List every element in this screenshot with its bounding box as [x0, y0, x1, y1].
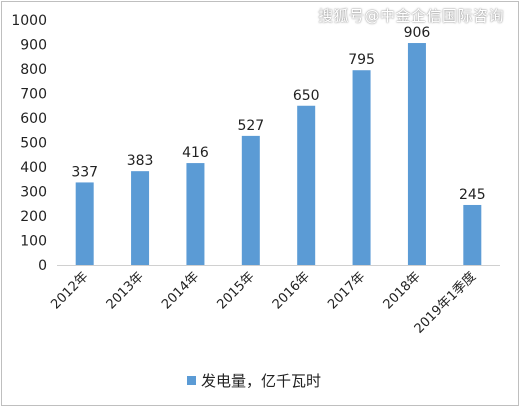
y-tick-label: 900: [20, 38, 47, 54]
x-tick-label: 2012年: [48, 269, 91, 312]
data-label: 527: [237, 118, 264, 134]
x-tick-label: 2016年: [270, 269, 313, 312]
x-tick-label: 2013年: [104, 269, 147, 312]
data-label: 906: [404, 25, 431, 41]
x-tick-label: 2017年: [325, 269, 368, 312]
x-tick-label: 2015年: [214, 269, 257, 312]
data-label: 795: [348, 52, 375, 68]
y-tick-label: 1000: [11, 13, 47, 29]
bar: [352, 70, 371, 265]
y-tick-label: 100: [20, 234, 47, 250]
data-label: 416: [182, 145, 209, 161]
y-tick-label: 400: [20, 160, 47, 176]
data-label: 650: [293, 88, 320, 104]
data-label: 337: [71, 164, 98, 180]
y-tick-label: 300: [20, 185, 47, 201]
bar: [131, 171, 150, 265]
data-label: 245: [459, 187, 486, 203]
bar: [75, 182, 94, 265]
bar: [186, 163, 205, 265]
y-tick-label: 800: [20, 62, 47, 78]
watermark-text: 搜狐号@中金企信国际咨询: [318, 7, 505, 25]
bar: [407, 43, 426, 265]
y-tick-label: 700: [20, 87, 47, 103]
y-tick-label: 500: [20, 136, 47, 152]
x-tick-label: 2018年: [381, 269, 424, 312]
y-tick-label: 200: [20, 209, 47, 225]
x-tick-label: 2014年: [159, 269, 202, 312]
legend-swatch: [187, 376, 196, 385]
bar: [463, 204, 482, 265]
bar: [241, 135, 260, 265]
y-tick-label: 600: [20, 111, 47, 127]
data-label: 383: [127, 153, 154, 169]
legend-label: 发电量，亿千瓦时: [201, 372, 321, 390]
bar: [297, 105, 316, 265]
y-tick-label: 0: [38, 258, 47, 274]
